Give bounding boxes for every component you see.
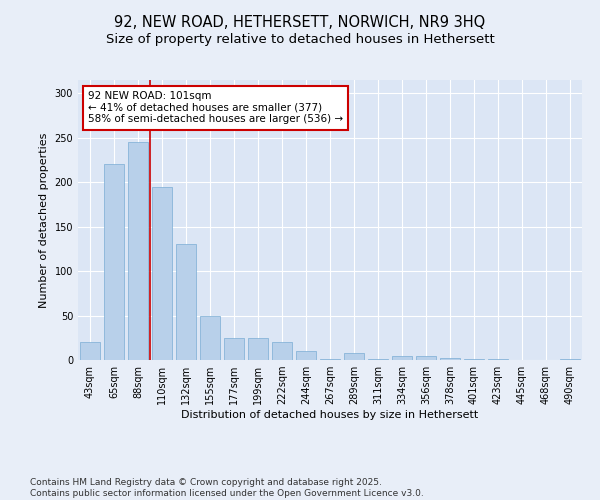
Text: 92, NEW ROAD, HETHERSETT, NORWICH, NR9 3HQ: 92, NEW ROAD, HETHERSETT, NORWICH, NR9 3… xyxy=(115,15,485,30)
X-axis label: Distribution of detached houses by size in Hethersett: Distribution of detached houses by size … xyxy=(181,410,479,420)
Bar xyxy=(392,356,412,360)
Bar xyxy=(152,186,172,360)
Text: Size of property relative to detached houses in Hethersett: Size of property relative to detached ho… xyxy=(106,32,494,46)
Bar xyxy=(80,342,100,360)
Bar xyxy=(176,244,196,360)
Bar xyxy=(368,359,388,360)
Bar xyxy=(200,316,220,360)
Bar xyxy=(248,338,268,360)
Bar xyxy=(296,351,316,360)
Bar xyxy=(560,359,580,360)
Bar xyxy=(128,142,148,360)
Bar xyxy=(416,356,436,360)
Y-axis label: Number of detached properties: Number of detached properties xyxy=(39,132,49,308)
Bar xyxy=(344,353,364,360)
Bar xyxy=(320,359,340,360)
Bar xyxy=(464,359,484,360)
Text: 92 NEW ROAD: 101sqm
← 41% of detached houses are smaller (377)
58% of semi-detac: 92 NEW ROAD: 101sqm ← 41% of detached ho… xyxy=(88,91,343,124)
Bar xyxy=(104,164,124,360)
Bar xyxy=(488,359,508,360)
Text: Contains HM Land Registry data © Crown copyright and database right 2025.
Contai: Contains HM Land Registry data © Crown c… xyxy=(30,478,424,498)
Bar xyxy=(272,342,292,360)
Bar xyxy=(224,338,244,360)
Bar xyxy=(440,358,460,360)
